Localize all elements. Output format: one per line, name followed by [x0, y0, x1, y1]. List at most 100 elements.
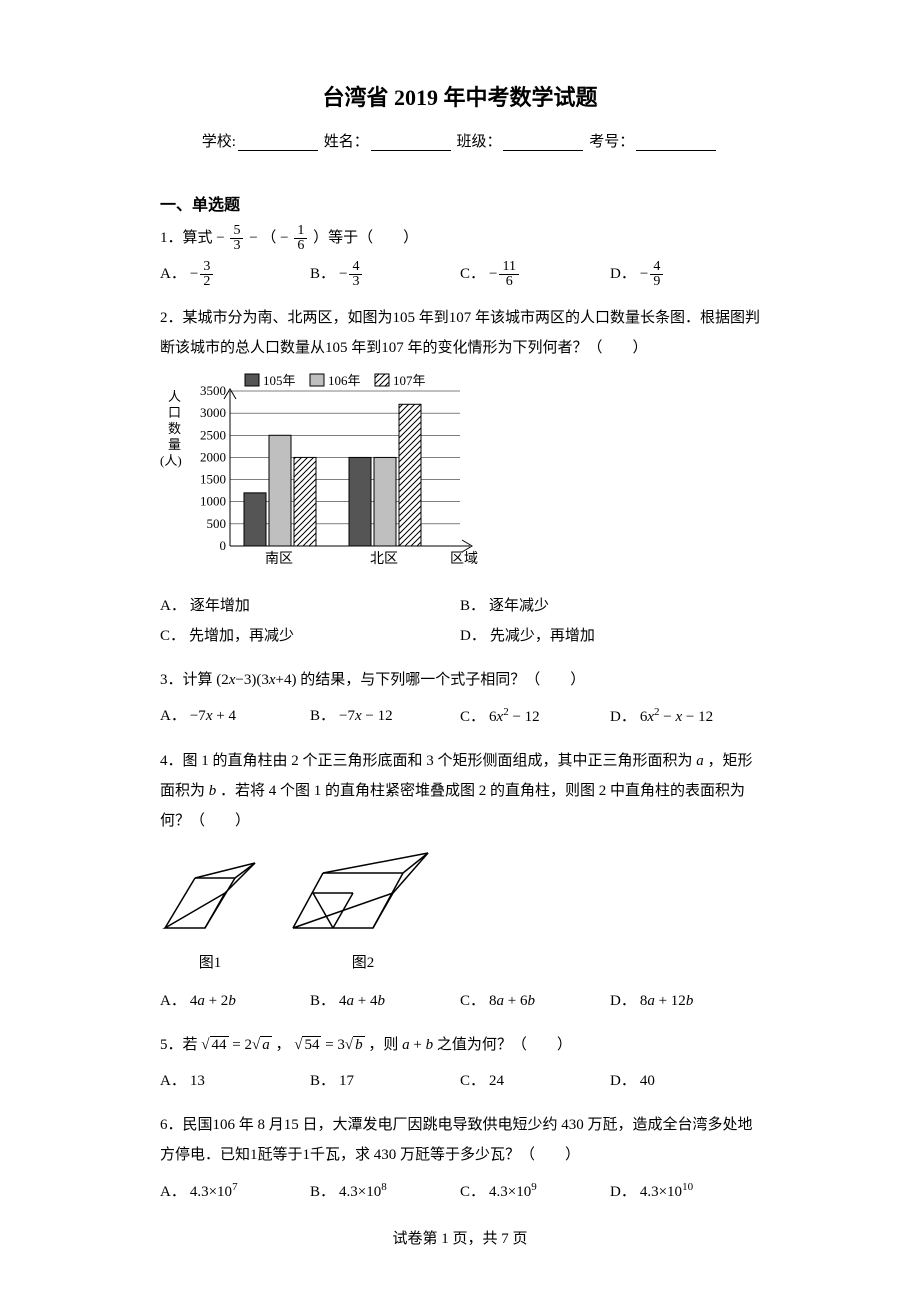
chart-y-label: 人 口 数 量 (人) — [160, 389, 182, 468]
q1-frac2: 16 — [294, 224, 307, 253]
q1-c-frac: 116 — [499, 260, 518, 289]
q6-a-label: A． — [160, 1184, 186, 1200]
q1-d-sign: − — [640, 266, 648, 282]
q1-c-label: C． — [460, 266, 485, 282]
q1-frac2-num: 1 — [294, 224, 307, 238]
figure-2: 图2 — [288, 848, 438, 978]
q5-c-text: 24 — [489, 1073, 504, 1089]
chart-legend: 105年 106年 107年 — [245, 373, 426, 388]
q5-sqrt44: 44 — [201, 1030, 228, 1060]
q1-frac1-num: 5 — [230, 224, 243, 238]
x-cat-south: 南区 — [265, 551, 293, 567]
q5-prefix: 5．若 — [160, 1037, 201, 1053]
class-label: 班级： — [456, 134, 501, 150]
q1-stem-suffix: ）等于（ ） — [313, 230, 418, 246]
q6-d-label: D． — [610, 1184, 636, 1200]
q3-option-c: C．6x2 − 12 — [460, 701, 610, 732]
q5-d-text: 40 — [640, 1073, 655, 1089]
svg-text:人: 人 — [168, 389, 181, 404]
q5-c-label: C． — [460, 1073, 485, 1089]
q6-c-label: C． — [460, 1184, 485, 1200]
q5-eq2: = 3 — [325, 1037, 345, 1053]
prism-1-svg — [160, 858, 260, 933]
svg-text:500: 500 — [207, 516, 227, 531]
q1-b-num: 4 — [349, 260, 362, 274]
q1-d-den: 9 — [650, 274, 663, 289]
q3-option-d: D．6x2 − x − 12 — [610, 701, 760, 732]
q1-frac1-den: 3 — [230, 238, 243, 253]
q5-options: A．13 B．17 C．24 D．40 — [160, 1066, 760, 1096]
q5-option-c: C．24 — [460, 1066, 610, 1096]
q3-options: A．−7x + 4 B．−7x − 12 C．6x2 − 12 D．6x2 − … — [160, 701, 760, 732]
q2-a-label: A． — [160, 598, 186, 614]
q6-a-exp: 7 — [232, 1181, 238, 1193]
svg-text:3500: 3500 — [200, 383, 226, 398]
q1-d-label: D． — [610, 266, 636, 282]
q2-c-label: C． — [160, 628, 185, 644]
section-1-heading: 一、单选题 — [160, 191, 760, 215]
q6-b-base: 4.3×10 — [339, 1184, 381, 1200]
q1-b-label: B． — [310, 266, 335, 282]
q6-c-exp: 9 — [531, 1181, 537, 1193]
x-axis-label: 区域 — [450, 551, 478, 567]
q4-c-label: C． — [460, 993, 485, 1009]
name-blank — [371, 136, 451, 151]
q2-option-a: A．逐年增加 — [160, 591, 460, 621]
q6-b-exp: 8 — [381, 1181, 387, 1193]
q1-option-a: A．−32 — [160, 259, 310, 289]
q5-sqrt-a: a — [252, 1030, 272, 1060]
student-info-line: 学校: 姓名： 班级： 考号： — [160, 130, 760, 151]
q5-suffix: ，则 a + b 之值为何？（ ） — [368, 1037, 572, 1053]
school-label: 学校: — [202, 134, 236, 150]
q1-stem-mid: − （ − — [249, 230, 292, 246]
q5-sqrt-b: b — [345, 1030, 365, 1060]
q5-option-b: B．17 — [310, 1066, 460, 1096]
q1-option-c: C．−116 — [460, 259, 610, 289]
chart-bars — [244, 404, 421, 546]
q2-stem: 2．某城市分为南、北两区，如图为105 年到107 年该城市两区的人口数量长条图… — [160, 303, 760, 363]
question-2: 2．某城市分为南、北两区，如图为105 年到107 年该城市两区的人口数量长条图… — [160, 303, 760, 651]
q1-a-label: A． — [160, 266, 186, 282]
q6-stem: 6．民国106 年 8 月15 日，大潭发电厂因跳电导致供电短少约 430 万瓩… — [160, 1110, 760, 1170]
q4-b-label: B． — [310, 993, 335, 1009]
q2-option-d: D．先减少，再增加 — [460, 621, 760, 651]
q5-option-a: A．13 — [160, 1066, 310, 1096]
q3-a-label: A． — [160, 708, 186, 724]
q1-b-sign: − — [339, 266, 347, 282]
question-1: 1．算式 − 53 − （ − 16 ）等于（ ） A．−32 B．−43 C．… — [160, 223, 760, 289]
q4-option-a: A．4a + 2b — [160, 986, 310, 1016]
question-3: 3．计算 (2x−3)(3x+4) 的结果，与下列哪一个式子相同？（ ） A．−… — [160, 665, 760, 732]
q1-frac1: 53 — [230, 224, 243, 253]
q2-d-label: D． — [460, 628, 486, 644]
q1-option-b: B．−43 — [310, 259, 460, 289]
figure-2-label: 图2 — [288, 948, 438, 978]
q4-option-d: D．8a + 12b — [610, 986, 760, 1016]
q5-a-label: A． — [160, 1073, 186, 1089]
svg-text:数: 数 — [168, 421, 181, 436]
q4-option-b: B．4a + 4b — [310, 986, 460, 1016]
q1-a-sign: − — [190, 266, 198, 282]
exam-title: 台湾省 2019 年中考数学试题 — [160, 80, 760, 112]
svg-text:2500: 2500 — [200, 427, 226, 442]
q6-option-a: A．4.3×107 — [160, 1176, 310, 1207]
svg-text:1000: 1000 — [200, 494, 226, 509]
x-cat-north: 北区 — [370, 551, 398, 567]
q2-option-c: C．先增加，再减少 — [160, 621, 460, 651]
figure-1: 图1 — [160, 858, 260, 978]
prism-2-svg — [288, 848, 438, 933]
figure-1-label: 图1 — [160, 948, 260, 978]
q2-b-text: 逐年减少 — [489, 598, 549, 614]
bar-chart-svg: 105年 106年 107年 人 口 数 量 (人) — [160, 371, 490, 581]
q1-frac2-den: 6 — [294, 238, 307, 253]
examno-blank — [636, 136, 716, 151]
q5-b-text: 17 — [339, 1073, 354, 1089]
q4-option-c: C．8a + 6b — [460, 986, 610, 1016]
q2-b-label: B． — [460, 598, 485, 614]
question-6: 6．民国106 年 8 月15 日，大潭发电厂因跳电导致供电短少约 430 万瓩… — [160, 1110, 760, 1207]
q2-options: A．逐年增加 B．逐年减少 C．先增加，再减少 D．先减少，再增加 — [160, 591, 760, 651]
q3-b-label: B． — [310, 708, 335, 724]
q6-option-b: B．4.3×108 — [310, 1176, 460, 1207]
q4-stem: 4．图 1 的直角柱由 2 个正三角形底面和 3 个矩形侧面组成，其中正三角形面… — [160, 746, 760, 836]
q6-options: A．4.3×107 B．4.3×108 C．4.3×109 D．4.3×1010 — [160, 1176, 760, 1207]
q6-d-base: 4.3×10 — [640, 1184, 682, 1200]
